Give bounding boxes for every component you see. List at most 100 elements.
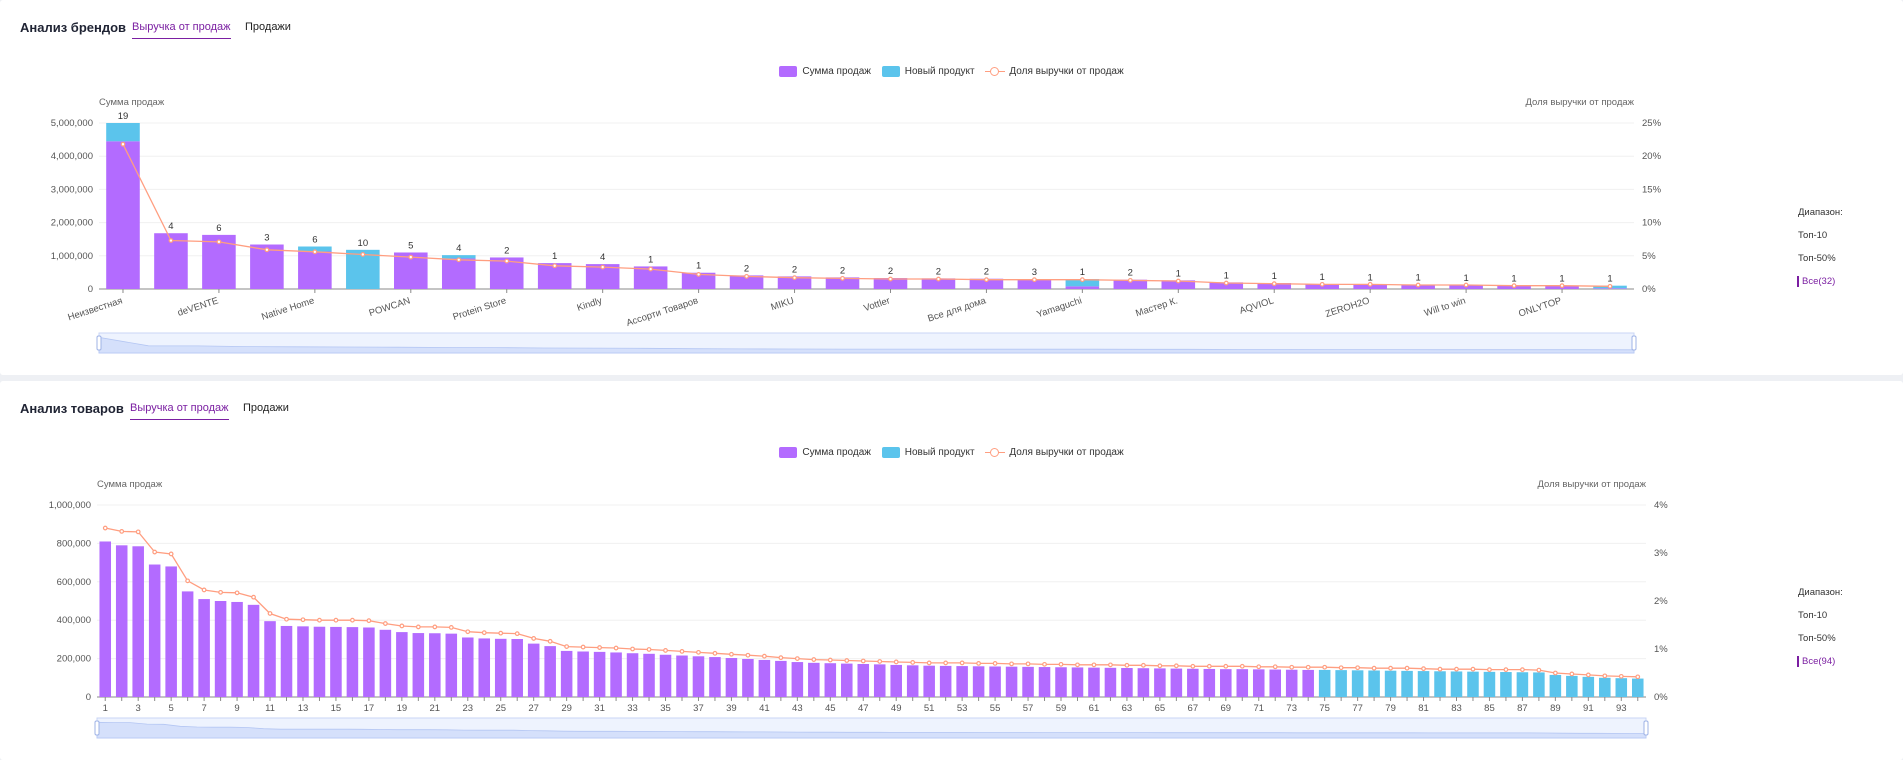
tab-revenue[interactable]: Выручка от продаж xyxy=(132,21,231,39)
point-revenue-share xyxy=(600,264,606,270)
bar-sales-sum xyxy=(633,266,668,289)
bar-sales-sum xyxy=(297,626,309,697)
legend-label: Новый продукт xyxy=(904,447,975,458)
bar-data-label: 1 xyxy=(1607,274,1612,285)
x-tick-label: 67 xyxy=(1188,703,1199,714)
point-revenue-share xyxy=(284,616,289,622)
x-tick-label: 37 xyxy=(693,703,704,714)
bar-new-product xyxy=(1615,678,1628,697)
point-revenue-share xyxy=(1140,662,1146,668)
range-option-top10[interactable]: Топ-10 xyxy=(1798,230,1828,241)
legend-item-new-product[interactable]: Новый продукт xyxy=(881,447,975,458)
x-tick-label: Все для дома xyxy=(926,295,988,324)
tab-sales[interactable]: Продажи xyxy=(243,402,289,414)
point-revenue-share xyxy=(976,661,982,666)
point-revenue-share xyxy=(264,247,270,253)
legend-label: Сумма продаж xyxy=(802,66,871,77)
bar-sales-sum xyxy=(989,666,1001,697)
point-revenue-share xyxy=(1635,674,1641,680)
point-revenue-share xyxy=(216,239,222,245)
legend-item-revenue-share[interactable]: Доля выручки от продаж xyxy=(985,447,1124,458)
point-revenue-share xyxy=(1091,662,1097,668)
y2-tick-label: 0% xyxy=(1654,692,1668,703)
point-revenue-share xyxy=(168,238,174,243)
point-revenue-share xyxy=(1175,278,1181,284)
chart-legend: Сумма продаж Новый продукт Доля выручки … xyxy=(0,66,1903,80)
bar-new-product xyxy=(1582,676,1595,697)
point-revenue-share xyxy=(432,624,438,630)
y-tick-label: 600,000 xyxy=(57,577,91,588)
x-tick-label: 59 xyxy=(1056,703,1067,714)
x-tick-label: 33 xyxy=(627,703,638,714)
point-revenue-share xyxy=(234,590,240,596)
point-revenue-share xyxy=(992,661,998,666)
bar-data-label: 4 xyxy=(456,243,461,254)
bar-sales-sum xyxy=(873,278,908,289)
point-revenue-share xyxy=(168,551,174,557)
bar-new-product xyxy=(1566,675,1578,697)
legend-swatch xyxy=(881,447,900,458)
x-tick-label: Yamaguchi xyxy=(1035,295,1083,320)
bar-sales-sum xyxy=(676,655,688,697)
legend-line-icon xyxy=(985,447,1006,458)
bar-sales-sum xyxy=(1017,279,1052,289)
x-tick-label: Мастер К. xyxy=(1134,295,1179,319)
x-tick-label: ONLYTOP xyxy=(1517,295,1563,319)
x-tick-label: 53 xyxy=(957,703,968,714)
range-option-top50[interactable]: Топ-50% xyxy=(1798,253,1836,264)
tab-revenue[interactable]: Выручка от продаж xyxy=(130,402,229,420)
range-option-all[interactable]: Все(94) xyxy=(1797,656,1843,667)
bar-sales-sum xyxy=(441,258,476,289)
x-tick-label: POWCAN xyxy=(368,295,412,319)
legend-label: Доля выручки от продаж xyxy=(1009,66,1124,77)
bar-sales-sum xyxy=(313,626,326,697)
bar-new-product xyxy=(1351,670,1364,697)
panel-title: Анализ товаров xyxy=(20,401,124,416)
bar-sales-sum xyxy=(165,566,177,697)
range-option-top10[interactable]: Топ-10 xyxy=(1798,610,1828,621)
product-analysis-panel: Анализ товаров Выручка от продаж Продажи… xyxy=(0,381,1903,760)
legend-item-new-product[interactable]: Новый продукт xyxy=(881,66,975,77)
x-tick-label: 11 xyxy=(265,703,275,714)
point-revenue-share xyxy=(1271,281,1277,287)
point-revenue-share xyxy=(1272,664,1278,670)
bar-sales-sum xyxy=(841,663,853,697)
point-revenue-share xyxy=(312,249,318,255)
point-revenue-share xyxy=(679,649,685,654)
bar-new-product xyxy=(1401,670,1413,697)
legend-item-sales-sum[interactable]: Сумма продаж xyxy=(779,66,871,77)
bar-sales-sum xyxy=(1137,668,1150,697)
x-tick-label: ZEROH2O xyxy=(1324,295,1371,320)
legend-item-sales-sum[interactable]: Сумма продаж xyxy=(779,447,871,458)
range-selector: Диапазон: Топ-10 Топ-50% Все(32) xyxy=(1797,207,1843,299)
y-axis-title: Сумма продаж xyxy=(99,97,165,108)
point-revenue-share xyxy=(1042,661,1047,667)
point-revenue-share xyxy=(648,266,654,272)
y2-tick-label: 3% xyxy=(1654,548,1668,559)
x-tick-label: 51 xyxy=(924,703,935,714)
point-revenue-share xyxy=(1618,673,1624,679)
point-revenue-share xyxy=(185,578,191,584)
point-revenue-share xyxy=(1585,672,1591,678)
x-tick-label: 45 xyxy=(825,703,836,714)
x-tick-label: Kindly xyxy=(576,295,604,314)
legend-item-revenue-share[interactable]: Доля выручки от продаж xyxy=(985,66,1124,77)
tab-sales[interactable]: Продажи xyxy=(245,21,291,33)
range-label: Диапазон: xyxy=(1798,207,1843,218)
bar-data-label: 5 xyxy=(408,240,413,251)
y-tick-label: 4,000,000 xyxy=(51,151,93,162)
point-revenue-share xyxy=(1322,664,1328,670)
x-tick-label: 57 xyxy=(1023,703,1034,714)
bar-data-label: 4 xyxy=(600,252,605,263)
bar-sales-sum xyxy=(148,564,161,697)
bar-data-label: 1 xyxy=(1320,272,1325,283)
point-revenue-share xyxy=(514,631,520,637)
point-revenue-share xyxy=(1404,665,1410,671)
legend-label: Сумма продаж xyxy=(802,447,871,458)
point-revenue-share xyxy=(1421,666,1426,672)
range-option-top50[interactable]: Топ-50% xyxy=(1798,633,1836,644)
point-revenue-share xyxy=(1607,283,1613,289)
bar-sales-sum xyxy=(363,627,375,697)
point-revenue-share xyxy=(744,273,749,279)
range-option-all[interactable]: Все(32) xyxy=(1797,276,1843,287)
